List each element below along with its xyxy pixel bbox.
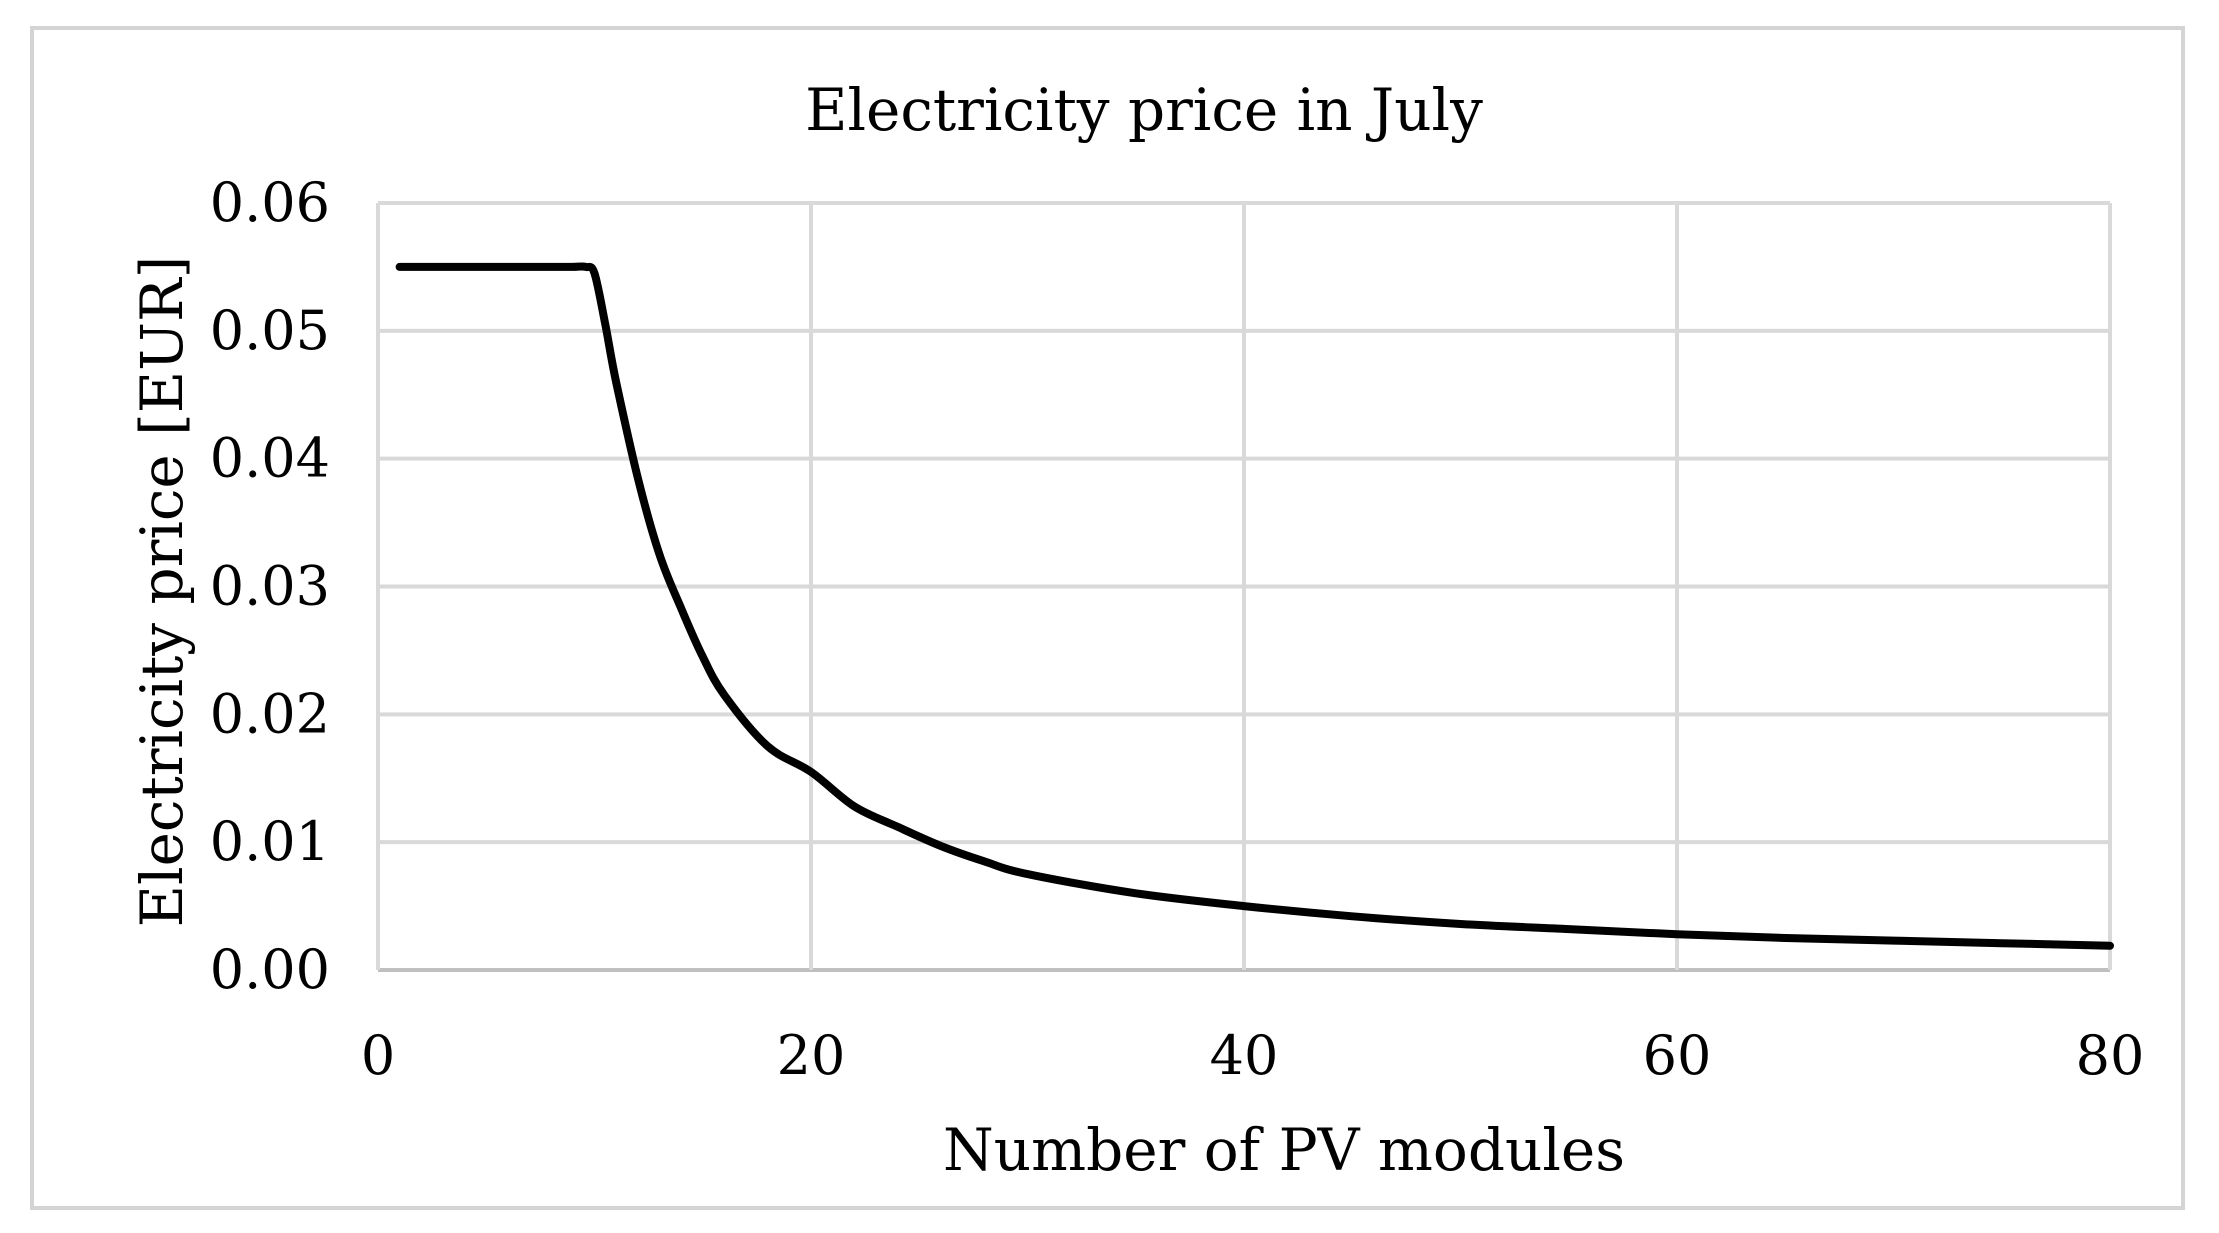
x-tick-label: 40 [1210,1024,1279,1087]
x-axis-title: Number of PV modules [943,1116,1625,1184]
y-tick-label: 0.03 [210,555,330,618]
y-tick-label: 0.04 [210,427,330,490]
x-tick-label: 60 [1643,1024,1712,1087]
y-tick-label: 0.06 [210,171,330,234]
chart-frame: Electricity price in July Number of PV m… [30,26,2185,1210]
label-layer: Electricity price in July Number of PV m… [128,76,2144,1184]
x-tick-label: 0 [361,1024,395,1087]
y-tick-label: 0.00 [210,938,330,1001]
chart-title: Electricity price in July [805,76,1483,144]
y-axis-title: Electricity price [EUR] [128,256,196,928]
x-tick-label: 20 [777,1024,846,1087]
y-tick-label: 0.05 [210,299,330,362]
series-line [395,262,2114,950]
y-tick-label: 0.02 [210,682,330,745]
x-tick-label: 80 [2076,1024,2145,1087]
line-chart: Electricity price in July Number of PV m… [128,76,2144,1184]
grid-layer [376,201,2112,972]
series-layer [395,262,2114,950]
y-tick-label: 0.01 [210,810,330,873]
